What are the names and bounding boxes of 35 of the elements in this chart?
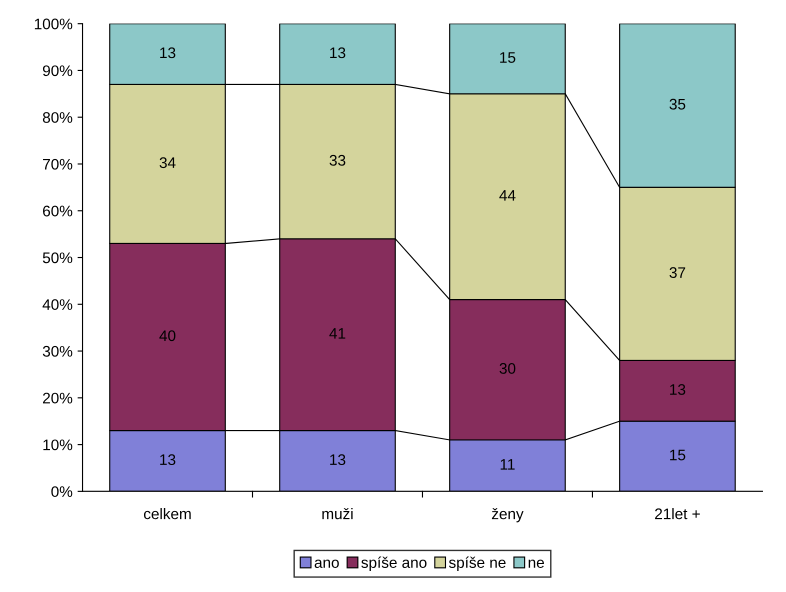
y-tick-label: 40% xyxy=(42,299,72,310)
y-tick-label: 60% xyxy=(43,206,72,216)
legend-label: ano xyxy=(314,560,339,568)
y-tick-label: 30% xyxy=(42,346,72,357)
legend-label: spíše ne xyxy=(448,556,506,571)
y-tick-label: 50% xyxy=(42,252,72,264)
data-label: 41 xyxy=(329,328,346,339)
data-label: 33 xyxy=(330,154,346,166)
legend-label: spíše ano xyxy=(361,556,427,571)
data-label: 34 xyxy=(160,157,176,168)
data-label: 13 xyxy=(330,47,346,58)
data-label: 13 xyxy=(670,384,686,395)
data-label: 13 xyxy=(160,454,176,466)
y-tick-label: 70% xyxy=(43,158,72,170)
y-tick-label: 20% xyxy=(43,392,72,404)
data-label: 35 xyxy=(670,98,686,110)
data-label: 13 xyxy=(160,47,176,58)
x-tick-label: 21let + xyxy=(655,508,700,520)
x-tick-label: muži xyxy=(322,508,353,520)
legend-label: ne xyxy=(528,560,544,568)
data-label: 13 xyxy=(330,454,346,466)
y-tick-label: 10% xyxy=(43,439,72,450)
y-tick-label: 90% xyxy=(42,65,72,76)
data-label: 37 xyxy=(670,267,686,278)
data-label: 40 xyxy=(159,330,176,342)
data-label: 30 xyxy=(500,363,516,374)
y-tick-label: 100% xyxy=(34,18,72,30)
data-label: 15 xyxy=(670,450,686,460)
data-label: 11 xyxy=(500,459,515,470)
data-label: 15 xyxy=(500,52,516,63)
y-tick-label: 0% xyxy=(51,486,72,498)
data-label: 44 xyxy=(499,190,516,201)
x-tick-label: ženy xyxy=(492,508,524,522)
y-tick-label: 80% xyxy=(42,112,72,123)
x-tick-label: celkem xyxy=(144,508,191,520)
